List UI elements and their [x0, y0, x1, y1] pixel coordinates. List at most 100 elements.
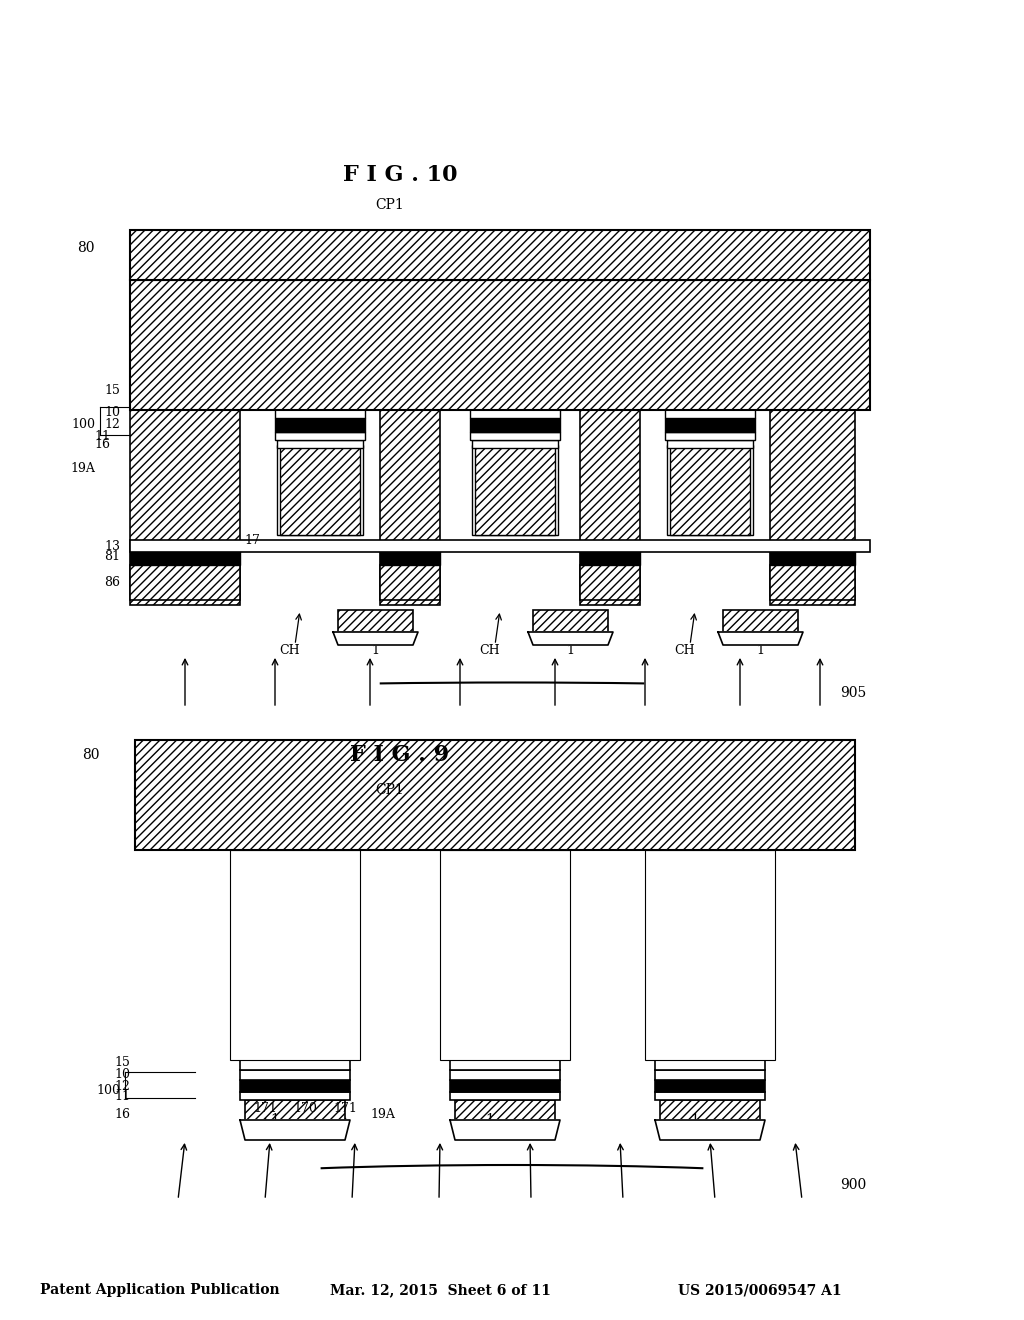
Bar	[455, 1100, 555, 1130]
Text: 11: 11	[114, 1089, 130, 1102]
Text: 19A: 19A	[70, 462, 95, 474]
Text: US 2015/0069547 A1: US 2015/0069547 A1	[678, 1283, 842, 1298]
Bar	[240, 1060, 350, 1071]
Bar	[655, 1092, 765, 1100]
Bar	[655, 1071, 765, 1080]
Polygon shape	[528, 632, 613, 645]
Bar	[275, 418, 365, 432]
Bar	[580, 271, 640, 605]
Bar	[450, 1060, 560, 1071]
Bar	[670, 445, 750, 535]
Text: 100: 100	[96, 1084, 120, 1097]
Text: 12: 12	[104, 418, 120, 432]
Bar	[130, 271, 240, 605]
Bar	[450, 1092, 560, 1100]
Text: 15: 15	[114, 1056, 130, 1068]
Text: 80: 80	[83, 748, 100, 762]
Bar	[665, 418, 755, 432]
Bar	[450, 1080, 560, 1092]
Text: 170: 170	[293, 1101, 317, 1114]
Bar	[230, 850, 360, 1060]
Text: CP1: CP1	[376, 783, 404, 797]
Polygon shape	[333, 632, 418, 645]
Bar	[130, 370, 870, 700]
Bar	[580, 550, 640, 565]
Text: 100: 100	[71, 418, 95, 432]
Text: 1: 1	[371, 644, 379, 656]
Text: 16: 16	[94, 437, 110, 450]
Bar	[470, 408, 560, 418]
Text: 1: 1	[270, 1113, 280, 1127]
Text: 13: 13	[104, 540, 120, 553]
Bar	[280, 445, 360, 535]
Text: 1: 1	[566, 644, 574, 656]
Bar	[130, 230, 870, 280]
Bar	[665, 432, 755, 440]
Bar	[655, 1060, 765, 1071]
Text: 1: 1	[690, 1113, 699, 1127]
Bar	[240, 1092, 350, 1100]
Bar	[450, 1071, 560, 1080]
Bar	[130, 550, 240, 565]
Polygon shape	[655, 1119, 765, 1140]
Bar	[770, 550, 855, 565]
Bar	[723, 610, 798, 632]
Bar	[472, 445, 558, 535]
Text: 10: 10	[104, 405, 120, 418]
Text: 81: 81	[104, 549, 120, 562]
Bar	[245, 1100, 345, 1130]
Text: 16: 16	[114, 1109, 130, 1122]
Text: 12: 12	[114, 1080, 130, 1093]
Bar	[130, 280, 870, 411]
Polygon shape	[718, 632, 803, 645]
Bar	[278, 440, 362, 447]
Text: 80: 80	[78, 242, 95, 255]
Bar	[770, 565, 855, 601]
Bar	[275, 408, 365, 418]
Bar	[655, 1080, 765, 1092]
Bar	[380, 550, 440, 565]
Bar	[338, 610, 413, 632]
Bar	[470, 418, 560, 432]
Bar	[275, 432, 365, 440]
Bar	[580, 565, 640, 601]
Polygon shape	[450, 1119, 560, 1140]
Text: CH: CH	[280, 644, 300, 656]
Bar	[380, 271, 440, 605]
Bar	[534, 610, 608, 632]
Bar	[470, 432, 560, 440]
Text: CH: CH	[675, 644, 695, 656]
Text: F I G . 9: F I G . 9	[350, 744, 450, 766]
Text: 17: 17	[296, 1123, 314, 1137]
Text: CP1: CP1	[376, 198, 404, 213]
Bar	[667, 440, 753, 447]
Text: 905: 905	[840, 686, 866, 700]
Bar	[130, 565, 240, 601]
Bar	[660, 1100, 760, 1130]
Text: CH: CH	[479, 644, 501, 656]
Bar	[472, 440, 558, 447]
Text: 15: 15	[104, 384, 120, 396]
Bar	[665, 408, 755, 418]
Bar	[770, 271, 855, 605]
Text: Mar. 12, 2015  Sheet 6 of 11: Mar. 12, 2015 Sheet 6 of 11	[330, 1283, 551, 1298]
Bar	[440, 850, 570, 1060]
Bar	[240, 1071, 350, 1080]
Text: 171: 171	[333, 1101, 357, 1114]
Text: 10: 10	[114, 1068, 130, 1081]
Text: 900: 900	[840, 1177, 866, 1192]
Bar	[667, 445, 753, 535]
Text: 17: 17	[244, 533, 260, 546]
Bar	[130, 540, 870, 552]
Text: Patent Application Publication: Patent Application Publication	[40, 1283, 280, 1298]
Text: 1: 1	[756, 644, 764, 656]
Bar	[135, 741, 855, 850]
Bar	[240, 1080, 350, 1092]
Polygon shape	[240, 1119, 350, 1140]
Bar	[278, 445, 362, 535]
Text: 11: 11	[94, 429, 110, 442]
Text: 171: 171	[253, 1101, 276, 1114]
Bar	[645, 850, 775, 1060]
Text: F I G . 10: F I G . 10	[343, 164, 458, 186]
Text: 19A: 19A	[370, 1109, 395, 1122]
